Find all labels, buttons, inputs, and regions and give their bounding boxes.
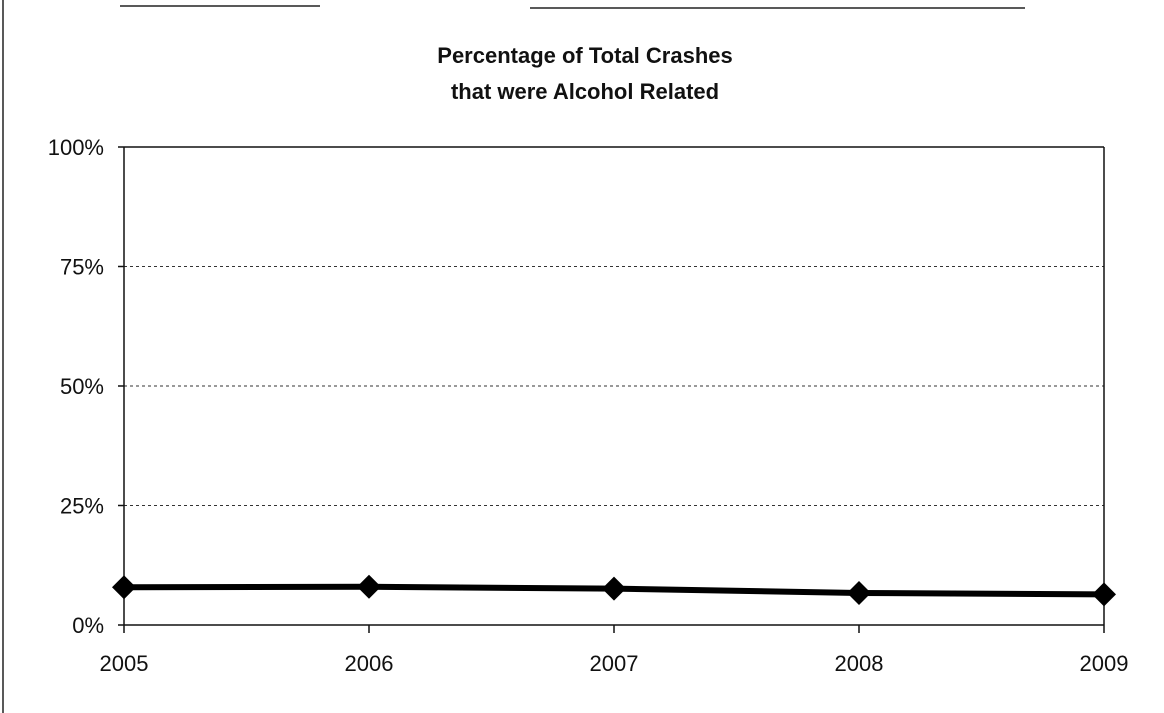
y-tick-label-100: 100% <box>48 135 104 160</box>
x-tick-label-2009: 2009 <box>1080 651 1129 676</box>
data-point-2009 <box>1092 582 1116 607</box>
x-tick-label-2006: 2006 <box>345 651 394 676</box>
x-tick-label-2008: 2008 <box>835 651 884 676</box>
x-tick-label-2007: 2007 <box>590 651 639 676</box>
chart-title-line-2: that were Alcohol Related <box>451 79 719 104</box>
y-tick-label-25: 25% <box>60 494 104 519</box>
x-tick-labels: 2005 2006 2007 2008 2009 <box>100 651 1129 676</box>
data-point-2006 <box>357 574 381 599</box>
chart-title-line-1: Percentage of Total Crashes <box>437 43 732 68</box>
axes <box>118 146 1105 633</box>
series-layer <box>112 574 1116 607</box>
y-tick-label-50: 50% <box>60 374 104 399</box>
x-tick-label-2005: 2005 <box>100 651 149 676</box>
data-point-2005 <box>112 575 136 600</box>
data-point-2008 <box>847 580 871 605</box>
y-tick-labels: 0% 25% 50% 75% 100% <box>48 135 104 638</box>
y-tick-label-75: 75% <box>60 255 104 280</box>
y-tick-label-0: 0% <box>72 613 104 638</box>
data-point-2007 <box>602 576 626 601</box>
gridlines <box>124 146 1104 506</box>
